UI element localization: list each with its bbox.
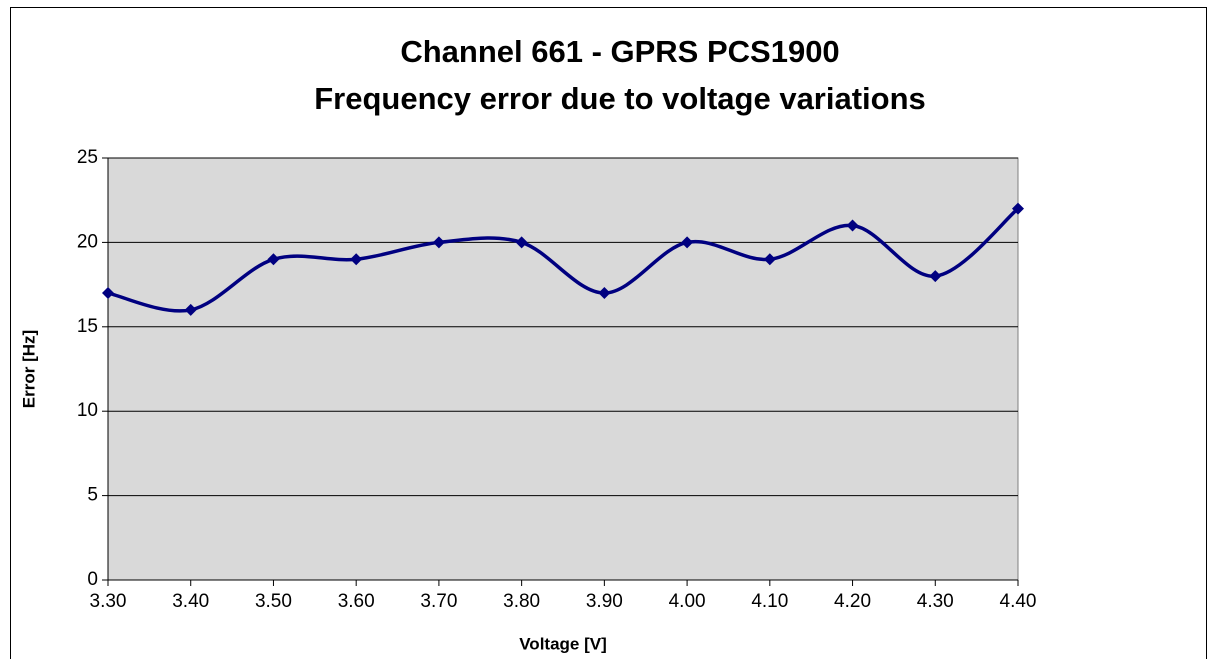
x-tick-label: 4.30 <box>917 591 954 612</box>
data-point <box>350 253 363 266</box>
x-tick-label: 3.40 <box>172 591 209 612</box>
x-tick-label: 4.00 <box>669 591 706 612</box>
x-tick-label: 3.70 <box>420 591 457 612</box>
chart-subtitle: Frequency error due to voltage variation… <box>314 81 926 116</box>
y-tick-label: 10 <box>77 400 98 421</box>
y-axis-label: Error [Hz] <box>19 330 38 408</box>
y-tick-label: 5 <box>87 485 98 506</box>
x-tick-label: 3.60 <box>338 591 375 612</box>
x-tick-label: 3.90 <box>586 591 623 612</box>
chart-title: Channel 661 - GPRS PCS1900 <box>400 34 839 69</box>
data-point <box>846 219 859 232</box>
data-point <box>432 236 445 249</box>
data-point <box>681 236 694 249</box>
data-point <box>102 287 114 300</box>
x-tick-label: 4.40 <box>1000 591 1037 612</box>
x-tick-label: 4.10 <box>751 591 788 612</box>
plot-area <box>107 157 1019 581</box>
data-point <box>763 253 776 266</box>
y-tick-label: 25 <box>77 147 98 168</box>
y-tick-label: 20 <box>77 231 98 252</box>
series-line <box>107 207 1020 313</box>
x-tick-label: 3.80 <box>503 591 540 612</box>
y-tick-label: 0 <box>87 569 98 590</box>
x-tick-label: 4.20 <box>834 591 871 612</box>
data-point <box>1012 202 1024 215</box>
data-point <box>184 303 197 316</box>
data-point <box>598 287 611 300</box>
x-tick-label: 3.50 <box>255 591 292 612</box>
data-point <box>929 270 942 283</box>
data-point <box>267 253 280 266</box>
x-axis-label: Voltage [V] <box>519 634 607 653</box>
y-tick-label: 15 <box>77 316 98 337</box>
x-tick-label: 3.30 <box>90 591 127 612</box>
data-point <box>515 236 528 249</box>
